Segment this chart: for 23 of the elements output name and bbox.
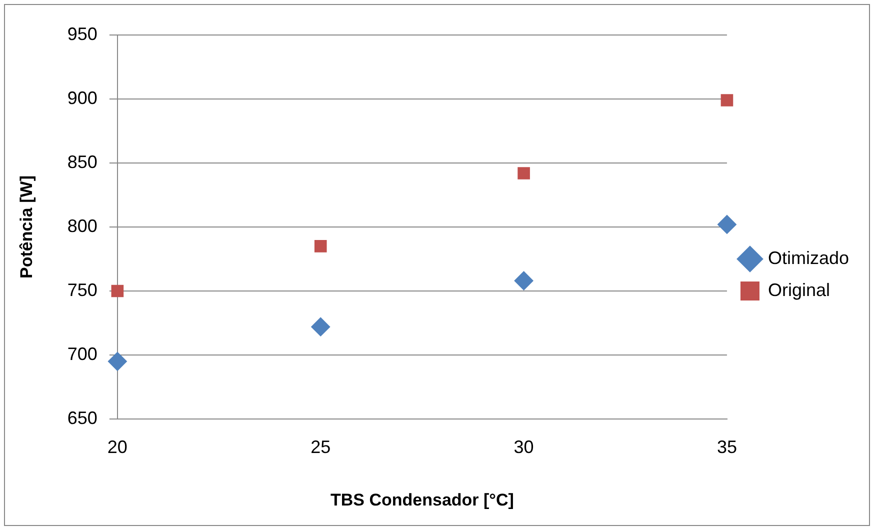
point xyxy=(108,352,127,371)
legend-label: Original xyxy=(768,280,830,300)
x-tick-label: 20 xyxy=(107,436,128,457)
point xyxy=(720,94,734,106)
legend-label: Otimizado xyxy=(768,248,850,268)
point xyxy=(311,317,330,336)
y-tick-label: 950 xyxy=(67,24,98,44)
y-tick-label: 750 xyxy=(67,280,98,300)
point xyxy=(518,167,530,180)
y-tick-label: 700 xyxy=(67,344,98,364)
x-tick-label: 35 xyxy=(716,436,737,457)
y-tick-label: 800 xyxy=(67,216,98,236)
y-axis-title: Potência [W] xyxy=(16,176,36,278)
x-axis-title: TBS Condensador [°C] xyxy=(330,490,514,510)
y-tick-label: 850 xyxy=(67,152,98,172)
x-tick-label: 25 xyxy=(310,436,331,457)
point xyxy=(314,240,327,252)
y-tick-label: 650 xyxy=(67,408,98,428)
point xyxy=(717,214,736,234)
point xyxy=(514,271,534,290)
y-tick-label: 900 xyxy=(67,88,98,108)
point xyxy=(111,284,124,298)
x-tick-label: 30 xyxy=(514,436,534,457)
